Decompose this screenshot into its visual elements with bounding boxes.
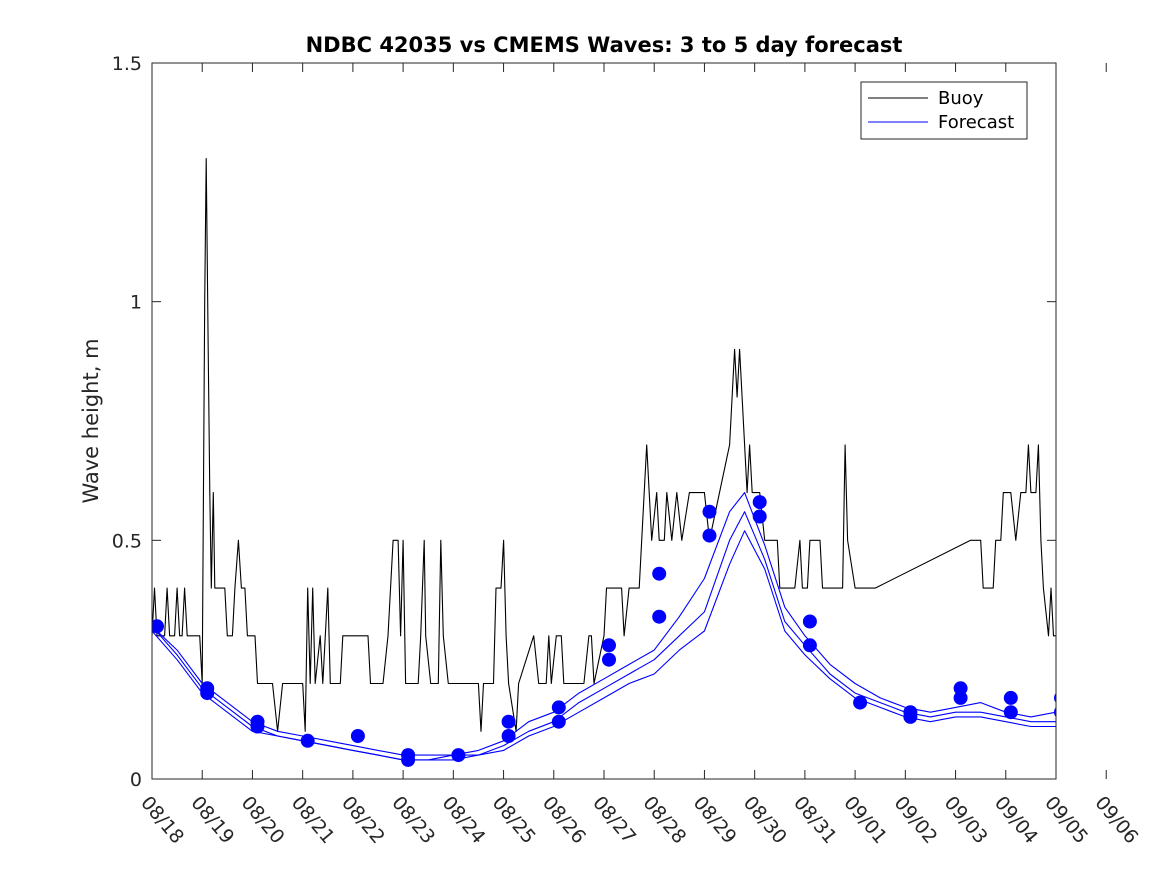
forecast-marker-point (501, 714, 516, 729)
forecast-marker-point (802, 638, 817, 653)
y-tick-label: 1 (130, 292, 142, 314)
y-tick-label: 0 (130, 769, 142, 791)
forecast-marker-point (401, 752, 416, 767)
forecast-marker-point (350, 729, 365, 743)
forecast-series-line-1 (152, 492, 1056, 756)
forecast-marker-point (652, 609, 667, 624)
forecast-series-line-3 (152, 530, 1056, 761)
y-axis-label: Wave height, m (79, 338, 103, 503)
forecast-marker-point (551, 714, 566, 729)
legend-box (860, 81, 1028, 140)
forecast-marker-point (501, 729, 516, 743)
plot-area (152, 63, 1056, 779)
forecast-marker-point (1003, 690, 1018, 705)
forecast-marker-point (752, 509, 767, 524)
forecast-marker-point (250, 719, 265, 734)
chart-title: NDBC 42035 vs CMEMS Waves: 3 to 5 day fo… (306, 33, 903, 57)
buoy-series-line (152, 157, 1056, 732)
legend-forecast-label: Forecast (938, 112, 1014, 133)
forecast-marker-point (702, 528, 717, 543)
legend-buoy-label: Buoy (938, 88, 984, 109)
y-tick-label: 0.5 (112, 530, 142, 552)
forecast-marker-point (602, 638, 616, 653)
forecast-marker-point (802, 614, 817, 629)
forecast-marker-point (200, 686, 215, 701)
forecast-marker-point (853, 695, 868, 710)
forecast-marker-point (953, 690, 968, 705)
legend: Buoy Forecast (860, 81, 1028, 140)
marker-layer (152, 495, 1056, 767)
forecast-marker-point (903, 709, 918, 724)
forecast-marker-point (752, 495, 767, 510)
forecast-marker-point (602, 652, 616, 667)
forecast-marker-point (300, 733, 315, 748)
forecast-marker-point (1003, 705, 1018, 720)
forecast-marker-point (652, 566, 667, 581)
forecast-marker-point (953, 681, 968, 696)
forecast-marker-point (702, 504, 717, 519)
forecast-marker-point (551, 700, 566, 715)
y-tick-label: 1.5 (112, 53, 142, 75)
forecast-marker-point (451, 748, 466, 763)
forecast-marker-point (152, 619, 164, 634)
series-layer (152, 157, 1056, 761)
